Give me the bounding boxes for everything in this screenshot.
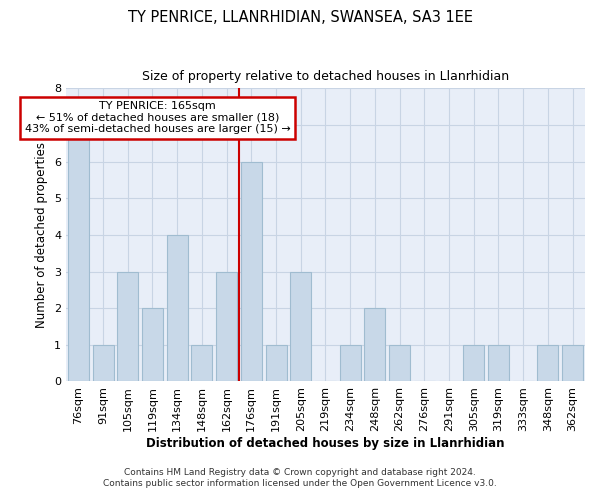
Bar (562, 345, 583, 382)
Bar (92, 345, 113, 382)
Bar (364, 308, 385, 382)
Bar (68, 125, 89, 382)
Bar (340, 345, 361, 382)
Text: TY PENRICE, LLANRHIDIAN, SWANSEA, SA3 1EE: TY PENRICE, LLANRHIDIAN, SWANSEA, SA3 1E… (128, 10, 473, 25)
Bar (241, 162, 262, 382)
Bar (266, 345, 287, 382)
Bar (463, 345, 484, 382)
Y-axis label: Number of detached properties: Number of detached properties (35, 142, 49, 328)
Bar (216, 272, 237, 382)
Bar (290, 272, 311, 382)
Title: Size of property relative to detached houses in Llanrhidian: Size of property relative to detached ho… (142, 70, 509, 83)
Bar (191, 345, 212, 382)
Bar (488, 345, 509, 382)
Bar (389, 345, 410, 382)
Text: Contains HM Land Registry data © Crown copyright and database right 2024.
Contai: Contains HM Land Registry data © Crown c… (103, 468, 497, 487)
X-axis label: Distribution of detached houses by size in Llanrhidian: Distribution of detached houses by size … (146, 437, 505, 450)
Bar (117, 272, 138, 382)
Bar (167, 235, 188, 382)
Bar (538, 345, 559, 382)
Bar (142, 308, 163, 382)
Text: TY PENRICE: 165sqm
← 51% of detached houses are smaller (18)
43% of semi-detache: TY PENRICE: 165sqm ← 51% of detached hou… (25, 101, 290, 134)
